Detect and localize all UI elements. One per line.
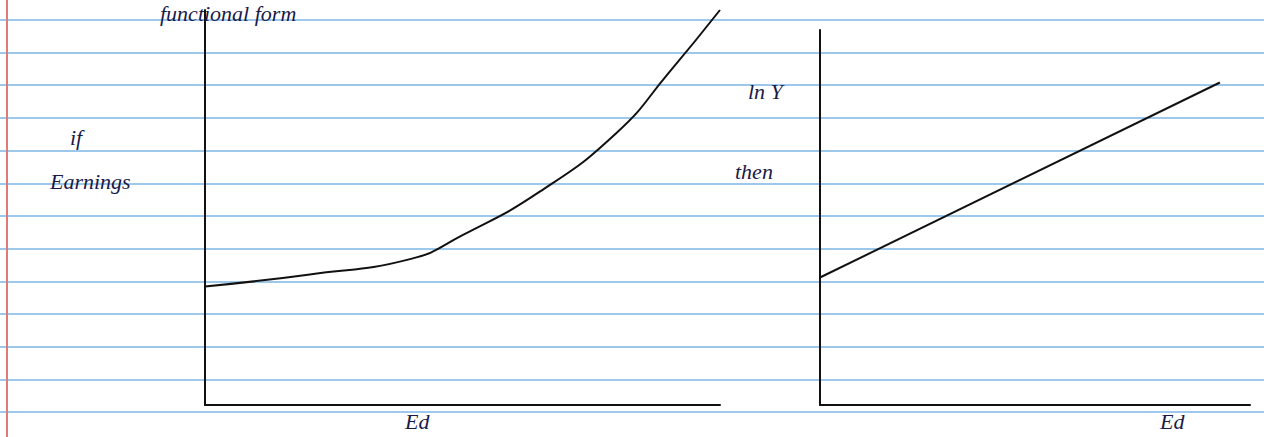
svg-text:Ed: Ed [1159,409,1185,434]
svg-text:functional form: functional form [160,1,296,26]
svg-text:Earnings: Earnings [49,169,131,194]
svg-text:then: then [735,159,773,184]
svg-text:ln Y: ln Y [748,79,786,104]
svg-text:if: if [70,125,85,150]
svg-text:Ed: Ed [404,409,430,434]
